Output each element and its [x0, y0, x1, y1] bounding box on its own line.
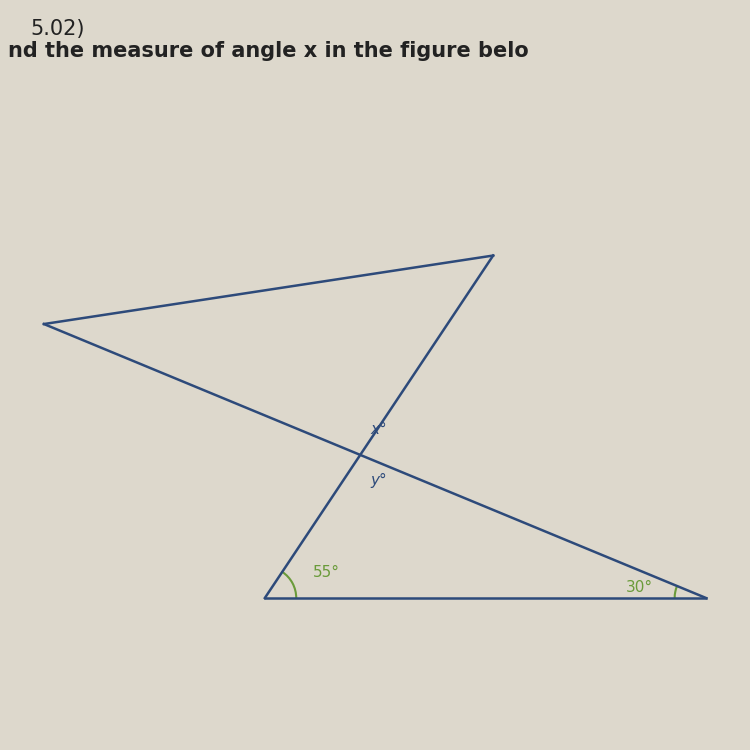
Text: 55°: 55°	[313, 565, 340, 580]
Text: y°: y°	[370, 473, 387, 488]
Text: x°: x°	[370, 422, 387, 436]
Text: nd the measure of angle x in the figure belo: nd the measure of angle x in the figure …	[8, 41, 528, 62]
Text: 5.02): 5.02)	[30, 19, 85, 39]
Text: 30°: 30°	[626, 580, 653, 595]
